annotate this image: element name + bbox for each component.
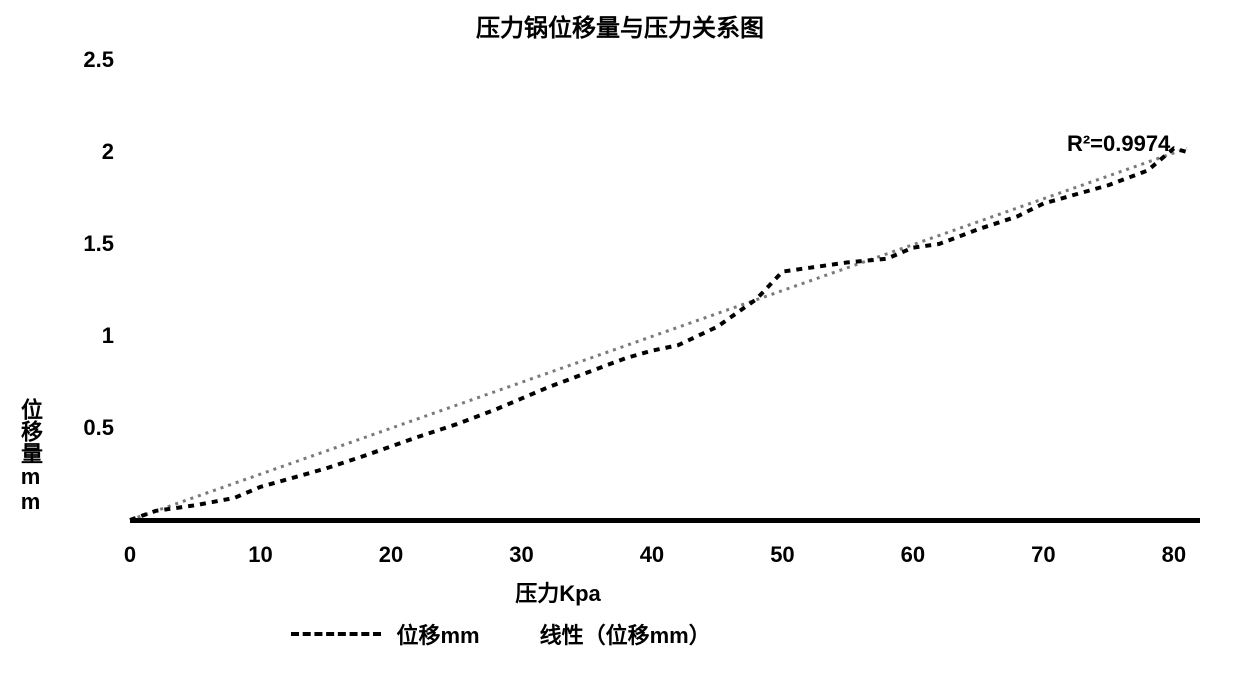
x-tick-label: 70 (1031, 542, 1055, 568)
chart-container: 压力锅位移量与压力关系图 位移量mm 压力Kpa R²=0.9974 位移mm … (0, 0, 1240, 693)
x-tick-label: 80 (1162, 542, 1186, 568)
y-tick-label: 1.5 (34, 231, 114, 257)
legend-item-series: 位移mm (291, 618, 480, 650)
legend-label-trend: 线性（位移mm） (540, 618, 711, 650)
x-tick-label: 40 (640, 542, 664, 568)
y-tick-label: 0.5 (34, 415, 114, 441)
plot-area (130, 60, 1200, 520)
legend-item-trend: 线性（位移mm） (540, 618, 711, 650)
trendline (130, 148, 1187, 520)
x-tick-label: 30 (509, 542, 533, 568)
x-tick-label: 60 (901, 542, 925, 568)
y-tick-label: 2.5 (34, 47, 114, 73)
legend-swatch-dash (291, 632, 381, 636)
x-axis-label: 压力Kpa (515, 576, 601, 608)
r-squared-label: R²=0.9974 (1067, 131, 1170, 157)
legend-label-series: 位移mm (397, 618, 480, 650)
chart-title: 压力锅位移量与压力关系图 (0, 8, 1240, 43)
x-tick-label: 0 (124, 542, 136, 568)
legend: 位移mm 线性（位移mm） (291, 618, 711, 650)
series-svg (130, 60, 1200, 520)
x-tick-label: 20 (379, 542, 403, 568)
x-tick-label: 50 (770, 542, 794, 568)
x-axis-line (130, 518, 1200, 523)
y-tick-label: 1 (34, 323, 114, 349)
x-tick-label: 10 (248, 542, 272, 568)
y-tick-label: 2 (34, 139, 114, 165)
